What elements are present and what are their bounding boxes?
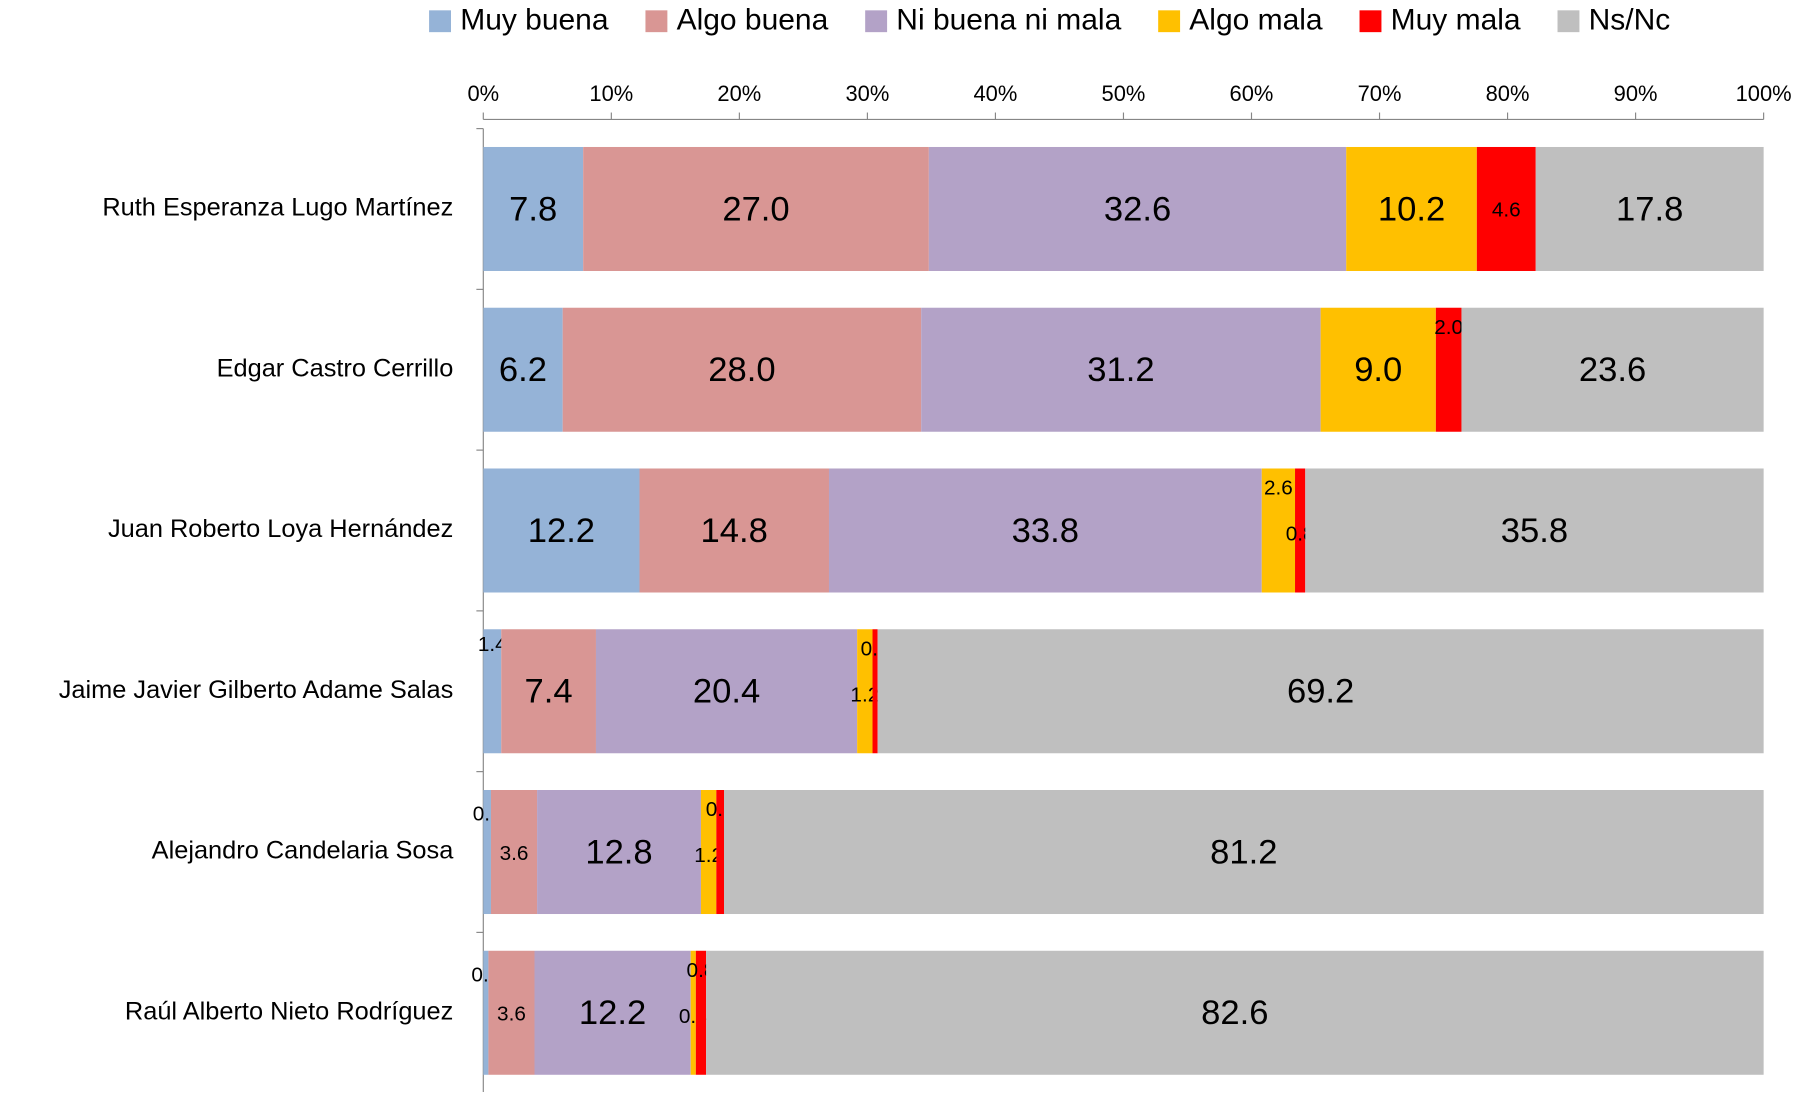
bar-segment	[1535, 146, 1764, 271]
legend-swatch	[645, 10, 668, 33]
bar-segment	[537, 790, 701, 915]
bar-segment	[1295, 468, 1306, 593]
bar-segment	[695, 950, 707, 1075]
x-tick-label: 20%	[717, 81, 761, 106]
bar-segment	[488, 950, 535, 1075]
x-tick-label: 70%	[1358, 81, 1402, 106]
value-label: 4.6	[1492, 199, 1521, 222]
value-label: 35.8	[1501, 512, 1568, 550]
bar-segment	[483, 307, 563, 432]
value-label: 1.4	[478, 633, 507, 656]
bar-segment	[1320, 307, 1436, 432]
bar-segment	[1261, 468, 1296, 593]
legend-label: Ns/Nc	[1589, 4, 1671, 37]
legend-swatch	[865, 10, 888, 33]
bar-segment	[483, 146, 584, 271]
bar-segment	[877, 629, 1764, 754]
bar-segment	[583, 146, 929, 271]
value-label: 6.2	[499, 351, 547, 389]
bar-segment	[723, 790, 1764, 915]
bar-segment	[483, 468, 640, 593]
value-label: 31.2	[1087, 351, 1154, 389]
x-tick-label: 100%	[1736, 81, 1792, 106]
bar-segment	[1476, 146, 1536, 271]
value-label: 81.2	[1210, 833, 1277, 871]
value-label: 23.6	[1579, 351, 1646, 389]
bar-segment	[490, 790, 538, 915]
value-label: 3.6	[500, 842, 529, 865]
value-label: 1.2	[850, 683, 879, 706]
x-tick-label: 10%	[589, 81, 633, 106]
bar-segment	[639, 468, 829, 593]
bar-segment	[1346, 146, 1477, 271]
bar-segment	[928, 146, 1347, 271]
bar-segment	[700, 790, 717, 915]
bar-segment	[921, 307, 1321, 432]
bar-segment	[828, 468, 1262, 593]
value-label: 82.6	[1201, 994, 1268, 1032]
bar-segment	[483, 950, 489, 1075]
x-tick-label: 90%	[1614, 81, 1658, 106]
value-label: 17.8	[1616, 190, 1683, 228]
legend-label: Muy buena	[460, 4, 609, 37]
bar-segment	[690, 950, 696, 1075]
bar-segment	[872, 629, 878, 754]
bar-segment	[1435, 307, 1462, 432]
y-tick-label: Ruth Esperanza Lugo Martínez	[102, 194, 453, 222]
x-tick-label: 80%	[1486, 81, 1530, 106]
legend-label: Muy mala	[1391, 4, 1521, 37]
value-label: 20.4	[693, 673, 760, 711]
legend-label: Ni buena ni mala	[896, 4, 1121, 37]
y-tick-label: Jaime Javier Gilberto Adame Salas	[59, 676, 454, 704]
value-label: 2.6	[1264, 477, 1293, 500]
bar-segment	[483, 790, 491, 915]
value-label: 12.2	[579, 994, 646, 1032]
value-label: 12.8	[585, 833, 652, 871]
y-tick-label: Raúl Alberto Nieto Rodríguez	[125, 997, 453, 1025]
value-label: 12.2	[528, 512, 595, 550]
x-tick-label: 30%	[845, 81, 889, 106]
value-label: 33.8	[1012, 512, 1079, 550]
bar-segment	[1305, 468, 1764, 593]
bar-segment	[562, 307, 922, 432]
value-label: 27.0	[722, 190, 789, 228]
value-label: 3.6	[497, 1003, 526, 1026]
legend-swatch	[1557, 10, 1580, 33]
legend-label: Algo buena	[677, 4, 829, 37]
x-tick-label: 50%	[1102, 81, 1146, 106]
value-label: 10.2	[1378, 190, 1445, 228]
value-label: 14.8	[701, 512, 768, 550]
y-tick-label: Alejandro Candelaria Sosa	[152, 837, 455, 865]
bar-segment	[534, 950, 691, 1075]
value-label: 9.0	[1354, 351, 1402, 389]
legend-swatch	[1359, 10, 1382, 33]
y-tick-label: Edgar Castro Cerrillo	[217, 354, 454, 382]
bar-segment	[706, 950, 1764, 1075]
y-tick-label: Juan Roberto Loya Hernández	[108, 515, 453, 543]
value-label: 69.2	[1287, 673, 1354, 711]
bar-segment	[1461, 307, 1764, 432]
bar-segment	[483, 629, 502, 754]
bar-segment	[716, 790, 724, 915]
value-label: 7.4	[525, 673, 573, 711]
legend-label: Algo mala	[1189, 4, 1323, 37]
bar-segment	[857, 629, 873, 754]
value-label: 7.8	[509, 190, 557, 228]
x-tick-label: 0%	[467, 81, 499, 106]
x-tick-label: 60%	[1230, 81, 1274, 106]
value-label: 1.2	[694, 844, 723, 867]
legend-swatch	[429, 10, 451, 33]
x-tick-label: 40%	[973, 81, 1017, 106]
value-label: 2.0	[1434, 316, 1463, 339]
value-label: 32.6	[1104, 190, 1171, 228]
bar-segment	[595, 629, 858, 754]
bar-segment	[501, 629, 596, 754]
value-label: 28.0	[708, 351, 775, 389]
legend-swatch	[1158, 10, 1181, 33]
